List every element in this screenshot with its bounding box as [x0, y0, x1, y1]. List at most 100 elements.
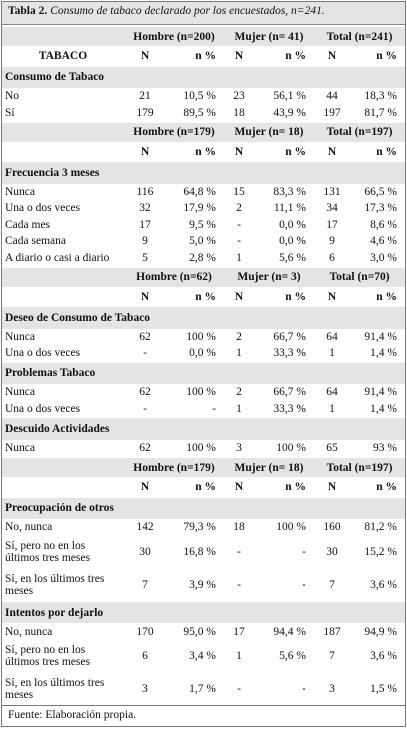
- table-row: No, nunca 142 79,3 % 18 100 % 160 81,2 %: [2, 519, 405, 535]
- table-cell: -: [143, 402, 147, 415]
- table-cell: n %: [376, 145, 398, 158]
- table-cell: Mujer (n= 41): [224, 25, 315, 46]
- table-cell: 17,3 %: [364, 202, 398, 215]
- table-cell: Cada mes: [5, 218, 51, 231]
- table-cell: Cada semana: [5, 235, 66, 248]
- table-cell: 7: [142, 578, 148, 591]
- table-cell: 9: [142, 235, 148, 248]
- table-cell: 7: [329, 578, 335, 591]
- table-cell: Nunca: [5, 441, 36, 454]
- table-cell: [2, 287, 124, 307]
- table-cell: [2, 265, 124, 287]
- table-cell: Deseo de Consumo de Tabaco: [2, 306, 406, 329]
- table-cell: 3: [142, 682, 148, 695]
- table-cell: n %: [285, 145, 307, 158]
- table-row: No 21 10,5 % 23 56,1 % 44 18,3 %: [2, 88, 405, 104]
- table-cell: 170: [136, 625, 154, 638]
- table-row: Cada mes 17 9,5 % - 0,0 % 17 8,6 %: [2, 217, 405, 233]
- table-cell: [2, 142, 124, 162]
- table-cell: N: [140, 290, 150, 303]
- table-cell: 81,2 %: [364, 521, 398, 534]
- table-cell: N: [327, 480, 337, 493]
- table-cell: n %: [376, 480, 398, 493]
- table-cell: 179: [136, 106, 154, 119]
- table-row: Nunca 62 100 % 2 66,7 % 64 91,4 %: [2, 329, 405, 345]
- table-cell: Hombre (n=179): [124, 120, 224, 142]
- table-cell: 62: [139, 386, 151, 399]
- table-cell: 43,9 %: [273, 106, 307, 119]
- table-cell: 18: [233, 521, 245, 534]
- table-cell: Intentos por dejarlo: [2, 600, 406, 624]
- table-cell: Mujer (n= 3): [224, 265, 315, 287]
- table-cell: n %: [376, 290, 398, 303]
- table-cell: No, nunca: [5, 625, 53, 638]
- table-cell: 3: [329, 682, 335, 695]
- table-cell: Total (n=197): [314, 456, 406, 478]
- table-cell: 62: [139, 441, 151, 454]
- table-cell: 187: [323, 625, 341, 638]
- table-cell: No: [5, 90, 20, 103]
- table-row: Hombre (n=179) Mujer (n= 18) Total (n=197): [2, 120, 406, 142]
- table-cell: 3,4 %: [189, 650, 216, 663]
- table-cell: 18: [233, 106, 245, 119]
- table-row: No, nunca 170 95,0 % 17 94,4 % 187 94,9 %: [2, 623, 405, 639]
- table-cell: 100 %: [276, 521, 307, 534]
- table-cell: 3: [236, 441, 242, 454]
- table-cell: 1: [236, 650, 242, 663]
- table-cell: -: [237, 682, 241, 695]
- table-cell: 1,4 %: [370, 402, 398, 415]
- table-cell: Mujer (n= 18): [224, 456, 315, 478]
- table-cell: N: [140, 49, 150, 62]
- table-cell: 91,4 %: [364, 386, 398, 399]
- table-cell: No, nunca: [5, 521, 53, 534]
- table-cell: Hombre (n=62): [124, 265, 224, 287]
- table-cell: 89,5 %: [183, 106, 216, 119]
- table-row: Hombre (n=62) Mujer (n= 3) Total (n=70): [2, 265, 406, 287]
- table-cell: 7: [329, 650, 335, 663]
- table-cell: 94,9 %: [364, 625, 398, 638]
- table-row: Intentos por dejarlo: [2, 600, 406, 624]
- table-cell: 1,4 %: [370, 347, 398, 360]
- table-cell: n %: [195, 145, 216, 158]
- table-cell: 3,0 %: [370, 251, 398, 264]
- table-cell: 56,1 %: [273, 90, 307, 103]
- table-cell: 66,7 %: [273, 331, 307, 344]
- table-row: Una o dos veces - 0,0 % 1 33,3 % 1 1,4 %: [2, 345, 405, 362]
- table-cell: Preocupación de otros: [2, 496, 406, 520]
- table-cell: 1: [236, 402, 242, 415]
- table-cell: 160: [323, 521, 341, 534]
- table-cell: 23: [233, 90, 245, 103]
- table-row: Sí, pero no en los últimos tres meses 6 3,…: [2, 640, 405, 673]
- table-cell: 64: [326, 331, 338, 344]
- table-row: Sí 179 89,5 % 18 43,9 % 197 81,7 %: [2, 104, 405, 122]
- table-cell: 9: [329, 235, 335, 248]
- table-cell: -: [237, 218, 241, 231]
- table-row: Descuido Actividades: [2, 417, 406, 440]
- table-cell: 3,6 %: [370, 650, 398, 663]
- table-cell: Una o dos veces: [5, 402, 81, 415]
- table-cell: 1: [236, 347, 242, 360]
- table-cell: 2,8 %: [189, 251, 216, 264]
- table-cell: 66,7 %: [273, 386, 307, 399]
- table-row: Nunca 116 64,8 % 15 83,3 % 131 66,5 %: [2, 184, 405, 200]
- table-row: Deseo de Consumo de Tabaco: [2, 306, 406, 329]
- table-cell: 9,5 %: [189, 218, 216, 231]
- table-cell: [2, 456, 124, 478]
- table-cell: 17: [326, 218, 338, 231]
- table-cell: Una o dos veces: [5, 347, 81, 360]
- table-row: Sí, pero no en los últimos tres meses 30 1…: [2, 535, 405, 568]
- table-cell: N: [234, 290, 244, 303]
- table-cell: Sí: [5, 106, 15, 119]
- table-cell: 95,0 %: [183, 625, 216, 638]
- table-cell: 18,3 %: [364, 90, 398, 103]
- caption: Tabla 2. Consumo de tabaco declarado por …: [2, 2, 405, 25]
- table-cell: N: [234, 145, 244, 158]
- table-row: Nunca 62 100 % 3 100 % 65 93 %: [2, 440, 405, 458]
- table-cell: 116: [136, 186, 154, 199]
- table-cell: [2, 477, 124, 497]
- table-cell: 1: [236, 251, 242, 264]
- table-row: Hombre (n=179) Mujer (n= 18) Total (n=197): [2, 456, 406, 478]
- table-cell: Nunca: [5, 386, 36, 399]
- table-cell: 34: [326, 202, 338, 215]
- data-table: Hombre (n=200) Mujer (n= 41) Total (n=241)…: [2, 25, 406, 705]
